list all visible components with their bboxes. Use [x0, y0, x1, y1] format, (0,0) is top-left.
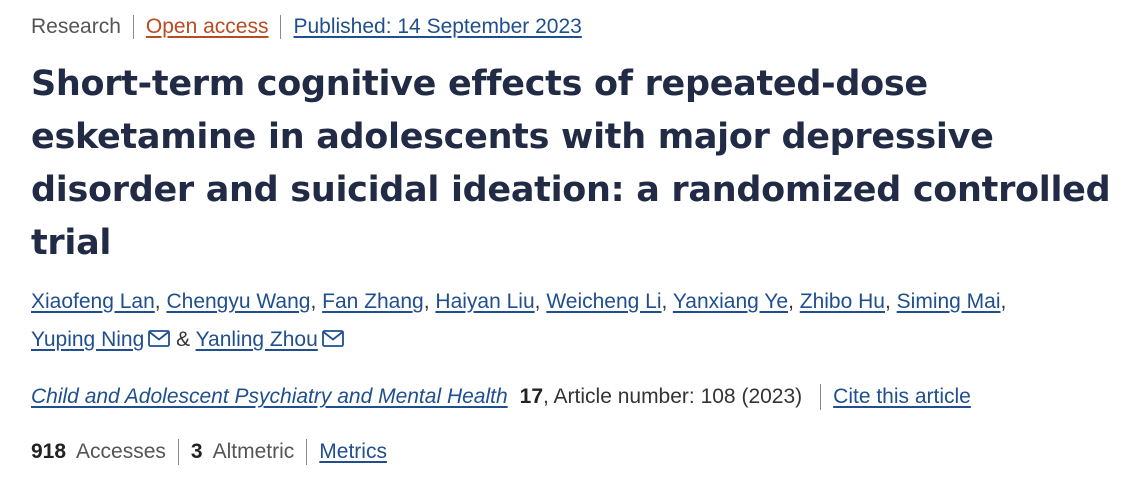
author-link-corresponding[interactable]: Yuping Ning: [31, 328, 145, 351]
mail-icon[interactable]: [321, 322, 344, 360]
author-separator: ,: [884, 290, 891, 313]
author-link[interactable]: Zhibo Hu: [799, 290, 885, 313]
journal-link[interactable]: Child and Adolescent Psychiatry and Ment…: [31, 385, 508, 408]
journal-volume: 17: [519, 385, 544, 408]
altmetric-label: Altmetric: [212, 440, 295, 463]
divider: [132, 15, 134, 39]
open-access-link[interactable]: Open access: [145, 15, 269, 38]
published-date-link[interactable]: Published: 14 September 2023: [293, 15, 582, 38]
author-separator: ,: [154, 290, 161, 313]
author-separator: ,: [1000, 290, 1007, 313]
author-link-corresponding[interactable]: Yanling Zhou: [195, 328, 318, 351]
divider: [177, 439, 179, 465]
cite-this-article-link[interactable]: Cite this article: [833, 385, 971, 408]
author-separator: ,: [423, 290, 430, 313]
author-separator: ,: [534, 290, 541, 313]
accesses-label: Accesses: [76, 440, 166, 463]
mail-icon[interactable]: [148, 322, 171, 360]
author-ampersand: &: [176, 328, 191, 351]
divider: [280, 15, 282, 39]
author-link[interactable]: Fan Zhang: [322, 290, 424, 313]
divider: [820, 384, 822, 410]
author-list: Xiaofeng Lan, Chengyu Wang, Fan Zhang, H…: [31, 283, 1111, 360]
article-meta-row: Research Open access Published: 14 Septe…: [31, 13, 582, 41]
author-link[interactable]: Siming Mai: [896, 290, 1001, 313]
author-link[interactable]: Chengyu Wang: [166, 290, 311, 313]
article-title: Short-term cognitive effects of repeated…: [31, 64, 1111, 263]
author-link[interactable]: Xiaofeng Lan: [31, 290, 155, 313]
citation-row: Child and Adolescent Psychiatry and Ment…: [31, 382, 971, 412]
accesses-count: 918: [31, 440, 67, 463]
author-link[interactable]: Weicheng Li: [546, 290, 662, 313]
author-link[interactable]: Haiyan Liu: [435, 290, 535, 313]
author-separator: ,: [661, 290, 668, 313]
author-separator: ,: [310, 290, 317, 313]
article-type: Research: [31, 15, 121, 38]
altmetric-count: 3: [190, 440, 203, 463]
metrics-link[interactable]: Metrics: [319, 440, 387, 463]
metrics-row: 918 Accesses 3 Altmetric Metrics: [31, 437, 387, 467]
author-link[interactable]: Yanxiang Ye: [672, 290, 789, 313]
author-separator: ,: [788, 290, 794, 313]
divider: [306, 439, 308, 465]
article-number: , Article number: 108 (2023): [543, 385, 803, 408]
